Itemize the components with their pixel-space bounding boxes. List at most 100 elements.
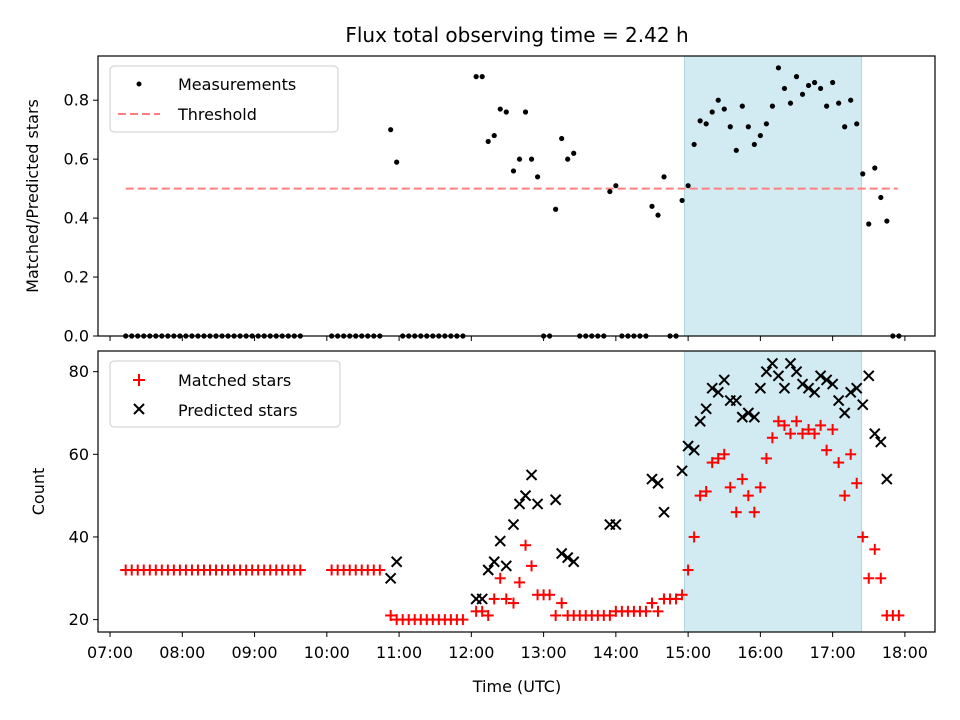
x-tick-label: 17:00	[810, 643, 856, 662]
predicted-star-point	[555, 547, 568, 560]
count-y-tick-label: 80	[69, 362, 89, 381]
matched-star-point	[845, 448, 857, 460]
predicted-star-point	[688, 444, 700, 456]
measurement-point	[830, 79, 836, 86]
measurement-point	[388, 127, 394, 133]
x-tick-label: 08:00	[159, 643, 205, 662]
matched-star-point	[772, 415, 784, 427]
matched-star-point	[544, 589, 556, 601]
matched-star-point	[839, 490, 851, 502]
matched-star-point	[682, 564, 694, 576]
measurement-point	[510, 168, 517, 174]
matched-star-point	[718, 448, 730, 460]
matched-star-point	[676, 589, 688, 601]
measurement-point	[607, 188, 613, 195]
x-tick-label: 15:00	[665, 643, 711, 662]
predicted-star-point	[851, 382, 863, 394]
matched-star-point	[893, 609, 905, 621]
measurement-point	[872, 165, 878, 171]
measurement-point	[661, 174, 667, 180]
measurement-point	[715, 97, 721, 103]
predicted-star-point	[718, 374, 730, 386]
matched-star-point	[556, 597, 568, 609]
matched-star-point	[482, 609, 494, 621]
measurement-point	[787, 100, 794, 106]
predicted-star-point	[482, 564, 494, 576]
predicted-star-point	[712, 386, 724, 399]
predicted-star-point	[513, 498, 526, 510]
predicted-star-point	[494, 535, 506, 547]
measurement-point	[866, 221, 872, 227]
measurement-point	[848, 97, 854, 103]
measurement-point	[485, 138, 491, 145]
measurement-point	[559, 135, 565, 142]
measurement-point	[817, 85, 824, 92]
matched-star-point	[494, 572, 506, 584]
predicted-star-point	[390, 556, 403, 568]
measurement-point	[805, 82, 812, 89]
count-y-axis: 20 40 60 80	[69, 362, 98, 629]
measurement-point	[836, 100, 842, 106]
matched-star-point	[748, 506, 760, 518]
matched-star-point	[778, 419, 790, 431]
predicted-star-point	[814, 370, 827, 382]
predicted-star-point	[784, 357, 797, 370]
matched-star-point	[706, 457, 718, 469]
predicted-star-point	[706, 382, 718, 394]
matched-star-point	[742, 490, 754, 502]
x-tick-label: 11:00	[376, 643, 422, 662]
matched-star-point	[857, 531, 869, 543]
x-tick-label: 10:00	[304, 643, 350, 662]
count-legend: Matched stars Predicted stars	[109, 360, 341, 428]
predicted-star-point	[838, 407, 851, 419]
measurement-point	[824, 103, 830, 109]
matched-star-point	[754, 481, 766, 493]
x-tick-label: 12:00	[448, 643, 494, 662]
matched-star-point	[520, 539, 532, 551]
measurement-point	[491, 132, 497, 139]
predicted-star-point	[700, 403, 712, 415]
predicted-star-point	[754, 382, 767, 394]
measurement-point	[757, 132, 763, 139]
matched-star-point	[688, 531, 700, 543]
matched-star-point	[514, 576, 526, 588]
ratio-y-tick-label: 0.4	[64, 209, 89, 228]
measurement-point	[878, 194, 884, 201]
matched-star-point	[791, 415, 803, 427]
measurement-point	[565, 156, 571, 162]
matched-star-point	[550, 609, 562, 621]
measurement-point	[503, 109, 509, 115]
count-x-axis: 07:00 08:00 09:00 10:00 11:00 12:00 13:00 14:00…	[87, 632, 928, 662]
matched-star-point	[760, 452, 772, 464]
matched-star-point	[803, 424, 815, 436]
x-tick-label: 07:00	[87, 643, 133, 662]
measurement-point	[655, 212, 661, 218]
chart-title: Flux total observing time = 2.42 h	[345, 23, 688, 47]
measurement-point	[751, 141, 757, 148]
matched-star-point	[476, 605, 488, 617]
measurement-point	[679, 197, 685, 204]
measurement-point	[691, 141, 697, 148]
matched-star-point	[809, 428, 821, 440]
measurement-point	[854, 121, 860, 127]
legend-predicted-label: Predicted stars	[178, 401, 298, 420]
measurement-point	[473, 74, 479, 80]
predicted-star-point	[832, 394, 845, 407]
predicted-star-point	[736, 411, 749, 423]
measurement-point	[763, 121, 769, 127]
predicted-star-point	[730, 394, 742, 407]
matched-star-point	[827, 424, 839, 436]
matched-star-point	[385, 609, 397, 621]
measurement-point	[733, 147, 739, 153]
matched-star-point	[374, 564, 386, 576]
measurement-point	[811, 79, 818, 86]
measurement-point	[649, 203, 655, 209]
matched-star-point	[833, 457, 845, 469]
measurement-point	[745, 124, 751, 130]
ratio-y-axis: 0.0 0.2 0.4 0.6 0.8	[64, 91, 98, 346]
measurement-point	[571, 150, 577, 156]
ratio-legend: Measurements Threshold	[109, 65, 339, 133]
predicted-star-point	[844, 386, 857, 399]
legend-measurements-label: Measurements	[178, 75, 296, 94]
measurement-point	[860, 171, 866, 177]
